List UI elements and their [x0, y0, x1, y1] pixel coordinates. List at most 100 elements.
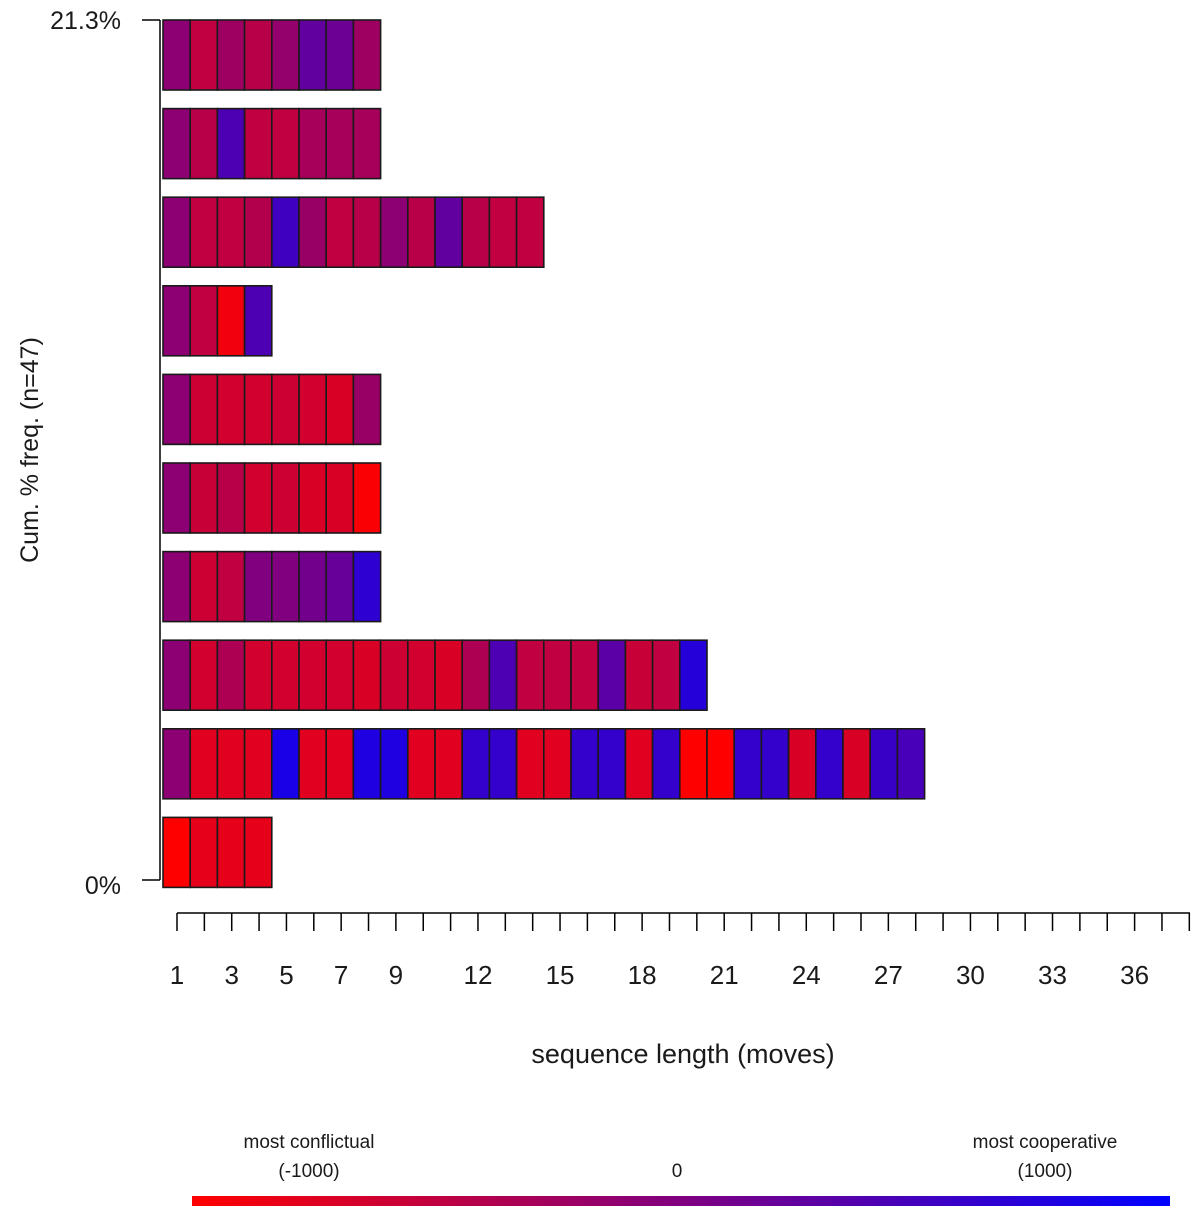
- sequence-8-move-15: [542, 639, 572, 712]
- color-legend: most conflictual (-1000) 0 most cooperat…: [192, 1132, 1170, 1206]
- sequence-9-move-22: [733, 727, 763, 800]
- sequence-9-move-25: [814, 727, 844, 800]
- sequence-6-move-1: [162, 462, 192, 534]
- legend-low-label: most conflictual: [244, 1132, 375, 1153]
- x-tick-label-18: 18: [628, 960, 657, 990]
- sequence-1-move-8: [352, 19, 382, 91]
- sequence-6-move-4: [243, 462, 273, 534]
- x-tick-label-21: 21: [710, 960, 739, 990]
- sequence-9-move-24: [787, 727, 817, 800]
- x-tick-label-7: 7: [334, 960, 348, 990]
- sequence-6-move-8: [352, 462, 382, 534]
- x-tick-label-12: 12: [463, 960, 492, 990]
- sequence-4-move-4: [243, 284, 273, 357]
- sequence-7-move-2: [189, 550, 219, 623]
- sequence-9-move-6: [298, 727, 328, 800]
- sequence-2-move-5: [270, 107, 300, 180]
- sequence-3-move-10: [406, 196, 436, 268]
- x-axis-label: sequence length (moves): [531, 1039, 834, 1069]
- sequence-8-move-1: [162, 639, 192, 712]
- sequence-10-move-4: [243, 816, 273, 889]
- sequence-1-move-4: [243, 19, 273, 91]
- sequence-1-move-3: [216, 19, 246, 91]
- x-tick-label-24: 24: [792, 960, 821, 990]
- x-tick-label-30: 30: [956, 960, 985, 990]
- sequence-9-move-20: [678, 727, 708, 800]
- sequence-2-move-1: [162, 107, 192, 180]
- x-tick-label-1: 1: [170, 960, 184, 990]
- sequence-3-move-7: [325, 196, 355, 268]
- sequence-8-move-7: [325, 639, 355, 712]
- sequence-3-move-4: [243, 196, 273, 268]
- y-axis-label: Cum. % freq. (n=47): [16, 337, 44, 563]
- sequence-5-move-3: [216, 373, 246, 446]
- sequence-9-move-2: [189, 727, 219, 800]
- sequence-8-move-8: [352, 639, 382, 712]
- sequence-9-move-16: [570, 727, 600, 800]
- sequence-10-move-1: [162, 816, 192, 889]
- sequence-9-move-19: [651, 727, 681, 800]
- sequence-7-move-8: [352, 550, 382, 623]
- sequence-10-move-2: [189, 816, 219, 889]
- sequence-1-move-7: [325, 19, 355, 91]
- sequence-3-move-14: [515, 196, 545, 268]
- legend-high-label: most cooperative: [973, 1132, 1118, 1153]
- sequence-5-move-4: [243, 373, 273, 446]
- sequence-9-move-9: [379, 727, 409, 800]
- sequence-3-move-5: [270, 196, 300, 268]
- sequence-2-move-7: [325, 107, 355, 180]
- sequence-6-move-5: [270, 462, 300, 534]
- sequence-7-move-1: [162, 550, 192, 623]
- x-axis: 1 3 5 7 9 12 15 18 21 24 27 30 33 36: [170, 912, 1191, 990]
- sequence-6-move-6: [298, 462, 328, 534]
- sequence-8-move-18: [624, 639, 654, 712]
- sequence-4-move-2: [189, 284, 219, 357]
- legend-high-value: (1000): [1018, 1161, 1073, 1182]
- sequence-8-move-17: [597, 639, 627, 712]
- sequence-3-move-1: [162, 196, 192, 268]
- sequence-2-move-8: [352, 107, 382, 180]
- sequence-8-move-9: [379, 639, 409, 712]
- sequence-9-move-15: [542, 727, 572, 800]
- x-tick-label-27: 27: [874, 960, 903, 990]
- sequence-9-move-8: [352, 727, 382, 800]
- sequence-3-move-12: [461, 196, 491, 268]
- sequence-9-move-26: [842, 727, 872, 800]
- sequence-8-move-2: [189, 639, 219, 712]
- legend-low-value: (-1000): [278, 1161, 339, 1182]
- x-tick-label-15: 15: [546, 960, 575, 990]
- x-tick-label-36: 36: [1120, 960, 1149, 990]
- sequence-9-move-23: [760, 727, 790, 800]
- sequence-bars: [162, 19, 926, 889]
- sequence-2-move-2: [189, 107, 219, 180]
- y-tick-label-top: 21.3%: [50, 7, 121, 35]
- sequence-8-move-12: [461, 639, 491, 712]
- sequence-9-move-21: [706, 727, 736, 800]
- sequence-5-move-7: [325, 373, 355, 446]
- sequence-7-move-6: [298, 550, 328, 623]
- sequence-6-move-7: [325, 462, 355, 534]
- x-tick-label-3: 3: [224, 960, 238, 990]
- legend-gradient-bar: [192, 1196, 1170, 1206]
- sequence-3-move-9: [379, 196, 409, 268]
- sequence-9-move-17: [597, 727, 627, 800]
- x-tick-label-33: 33: [1038, 960, 1067, 990]
- sequence-1-move-5: [270, 19, 300, 91]
- sequence-4-move-1: [162, 284, 192, 357]
- sequence-4-move-3: [216, 284, 246, 357]
- sequence-8-move-16: [570, 639, 600, 712]
- sequence-3-move-13: [488, 196, 518, 268]
- sequence-9-move-13: [488, 727, 518, 800]
- sequence-1-move-1: [162, 19, 192, 91]
- sequence-10-move-3: [216, 816, 246, 889]
- sequence-8-move-13: [488, 639, 518, 712]
- sequence-8-move-11: [434, 639, 464, 712]
- x-tick-label-5: 5: [279, 960, 293, 990]
- sequence-8-move-4: [243, 639, 273, 712]
- sequence-9-move-27: [869, 727, 899, 800]
- sequence-8-move-5: [270, 639, 300, 712]
- sequence-6-move-2: [189, 462, 219, 534]
- sequence-3-move-2: [189, 196, 219, 268]
- sequence-3-move-8: [352, 196, 382, 268]
